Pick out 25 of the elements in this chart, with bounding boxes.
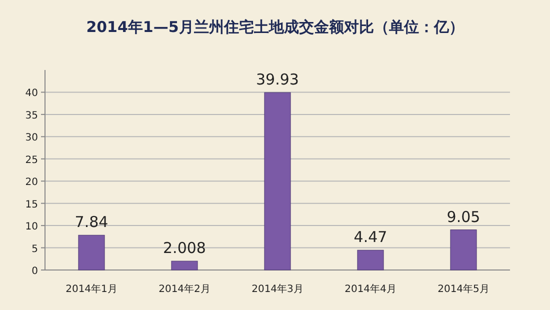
y-tick-label: 35 [25, 110, 38, 122]
y-tick-label: 20 [25, 177, 38, 188]
bar [264, 92, 291, 270]
data-label: 4.47 [354, 228, 388, 246]
y-tick-label: 30 [25, 132, 38, 144]
data-label: 2.008 [163, 239, 206, 258]
bar [357, 250, 384, 270]
data-label: 39.93 [256, 70, 299, 89]
y-tick-label: 25 [25, 154, 38, 166]
y-tick-label: 0 [32, 266, 38, 277]
data-label: 9.05 [446, 208, 480, 226]
x-tick-label: 2014年1月 [66, 283, 118, 295]
y-tick-label: 15 [25, 199, 38, 210]
y-tick-label: 10 [25, 222, 38, 233]
x-tick-label: 2014年4月 [344, 283, 396, 295]
x-tick-label: 2014年5月 [438, 283, 490, 295]
y-tick-label: 40 [25, 88, 38, 100]
y-tick-label: 5 [32, 244, 38, 255]
bar [78, 234, 105, 270]
chart-title: 2014年1—5月兰州住宅土地成交金额对比（单位：亿） [86, 18, 464, 36]
bar [450, 230, 477, 270]
x-tick-label: 2014年2月 [158, 283, 210, 295]
data-label: 7.84 [74, 213, 108, 232]
bar [171, 260, 198, 270]
x-tick-label: 2014年3月 [252, 283, 304, 295]
